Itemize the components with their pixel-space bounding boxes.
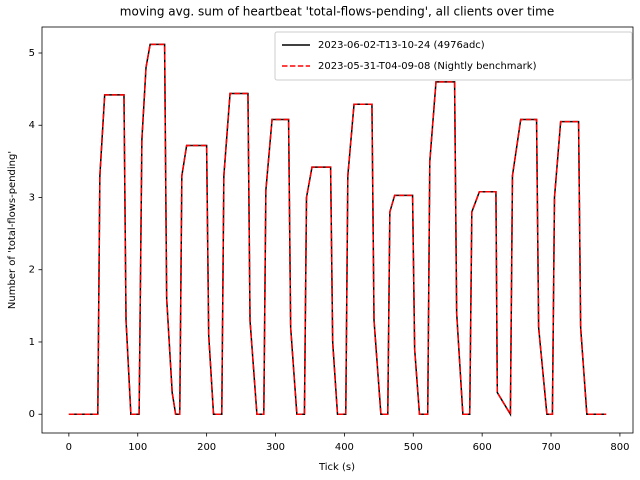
y-tick-label: 0	[29, 409, 35, 420]
legend-label: 2023-05-31-T04-09-08 (Nightly benchmark)	[318, 61, 537, 72]
x-axis-label: Tick (s)	[318, 462, 355, 473]
x-tick-label: 800	[610, 442, 629, 453]
series-line	[68, 43, 607, 417]
x-tick-label: 700	[541, 442, 560, 453]
y-tick-label: 3	[29, 192, 35, 203]
y-tick-label: 5	[29, 48, 35, 59]
y-tick-label: 2	[29, 265, 35, 276]
x-tick-label: 0	[66, 442, 72, 453]
y-tick-label: 1	[29, 337, 35, 348]
legend: 2023-06-02-T13-10-24 (4976adc) 2023-05-31…	[274, 31, 633, 81]
legend-box	[274, 31, 633, 81]
y-axis-label: Number of 'total-flows-pending'	[7, 151, 18, 309]
plot-frame	[41, 26, 634, 434]
x-tick-label: 300	[266, 442, 285, 453]
x-tick-label: 600	[473, 442, 492, 453]
x-tick-label: 400	[335, 442, 354, 453]
series-line	[68, 43, 607, 417]
chart-title: moving avg. sum of heartbeat 'total-flow…	[120, 5, 554, 19]
y-tick-label: 4	[29, 120, 35, 131]
x-tick-label: 500	[404, 442, 423, 453]
legend-label: 2023-06-02-T13-10-24 (4976adc)	[318, 40, 485, 51]
x-tick-label: 100	[128, 442, 147, 453]
x-tick-label: 200	[197, 442, 216, 453]
